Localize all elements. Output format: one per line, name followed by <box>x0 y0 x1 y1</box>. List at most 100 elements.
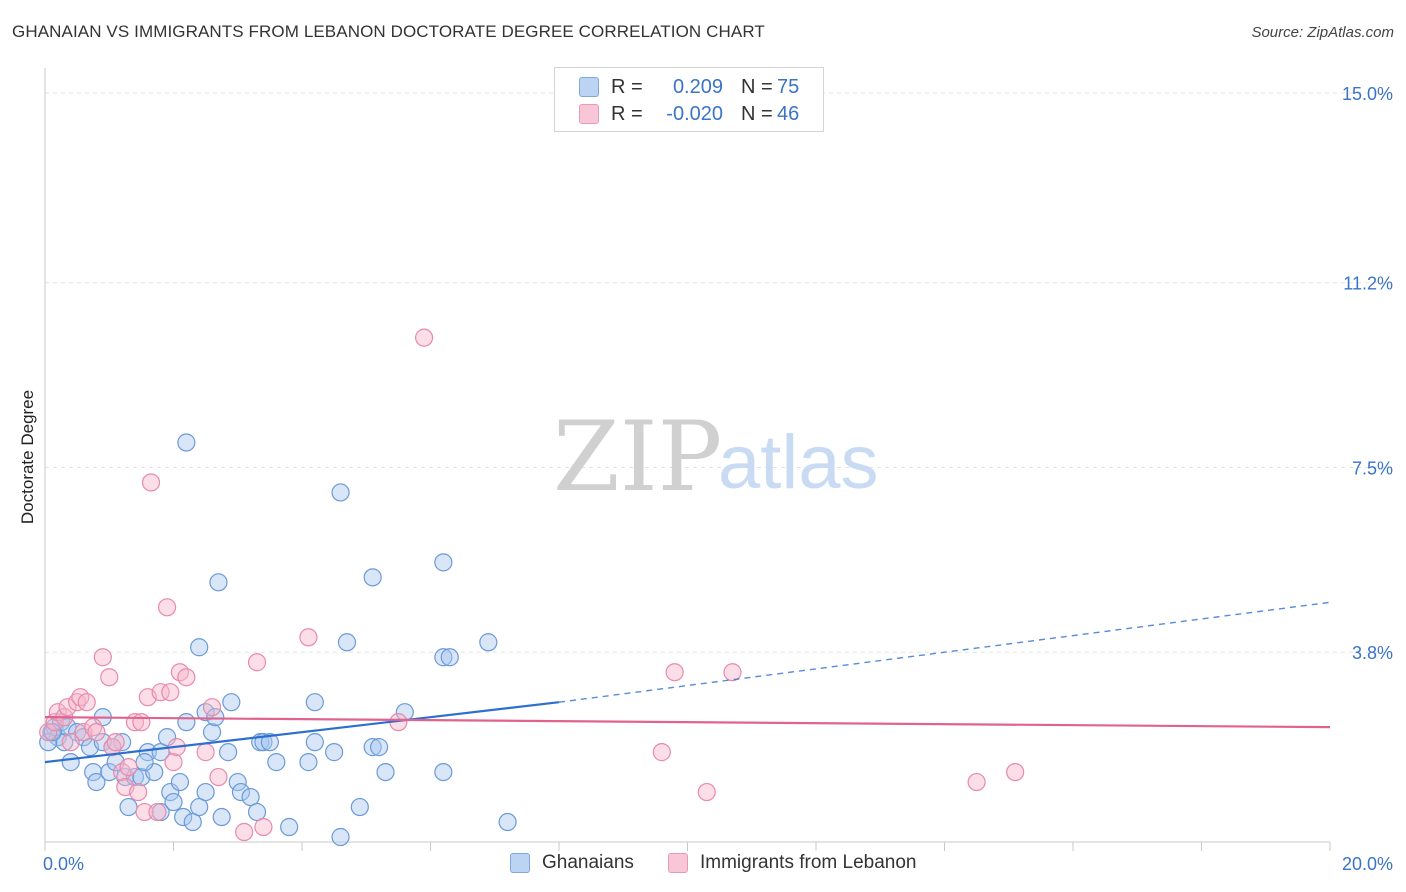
lebanon-point <box>414 328 434 347</box>
ghanaian-point <box>434 553 453 572</box>
x-tick-label-min: 0.0% <box>43 854 84 874</box>
ghanaian-point <box>434 648 453 667</box>
series-legend-ghanaians: Ghanaians <box>510 852 634 874</box>
y-tick-label: 15.0% <box>1342 84 1393 104</box>
ghanaian-point <box>479 633 498 652</box>
ghanaians-trend-line <box>44 701 560 764</box>
ghanaian-point <box>209 573 228 592</box>
lebanon-point <box>74 723 93 742</box>
lebanon-point <box>157 598 177 617</box>
lebanon-point <box>93 648 112 667</box>
lebanon-point <box>299 628 318 647</box>
series-label-ghanaians: Ghanaians <box>542 852 634 873</box>
lebanon-point <box>106 733 125 752</box>
ghanaian-point <box>135 753 154 772</box>
ghanaian-point <box>87 772 106 792</box>
legend-n-label: N = <box>741 102 773 125</box>
x-tick-labels: 0.0% 20.0% <box>43 854 1393 874</box>
ghanaian-point <box>84 762 103 782</box>
legend-n-label: N = <box>741 75 773 98</box>
lebanon-point <box>209 767 228 787</box>
ghanaian-point <box>145 762 164 782</box>
lebanon-point <box>697 782 716 802</box>
ghanaian-point <box>190 797 209 817</box>
ghanaian-point <box>267 753 286 772</box>
series-swatch-blue <box>510 853 530 873</box>
gridlines <box>45 92 1392 653</box>
ghanaian-point <box>331 483 350 502</box>
lebanon-point <box>247 653 267 672</box>
lebanon-point <box>39 723 58 742</box>
lebanon-point <box>177 668 196 687</box>
ghanaian-point <box>498 812 517 832</box>
lebanon-point <box>151 683 170 702</box>
ghanaian-point <box>157 728 177 747</box>
lebanon-point <box>141 473 161 492</box>
lebanon-point <box>164 753 183 772</box>
ghanaian-point <box>280 817 299 837</box>
lebanon-points <box>39 328 1025 842</box>
watermark-atlas: atlas <box>718 420 879 505</box>
ghanaian-point <box>55 733 74 752</box>
legend-swatch-pink <box>579 104 599 124</box>
ghanaian-point <box>219 743 238 762</box>
ghanaian-point <box>231 782 251 802</box>
trend-lines <box>44 601 1331 764</box>
series-legend-lebanon: Immigrants from Lebanon <box>668 852 917 874</box>
lebanon-point <box>967 772 986 792</box>
ghanaian-point <box>119 797 138 817</box>
watermark-zip: ZIP <box>553 401 722 513</box>
lebanon-point <box>196 743 215 762</box>
chart-title: GHANAIAN VS IMMIGRANTS FROM LEBANON DOCT… <box>12 22 765 41</box>
lebanon-point <box>119 757 138 777</box>
ghanaian-point <box>170 772 190 792</box>
ghanaian-point <box>241 787 260 807</box>
legend-r-value: -0.020 <box>666 102 723 125</box>
ghanaian-point <box>93 733 112 752</box>
ghanaian-point <box>212 807 231 827</box>
lebanon-point <box>254 817 273 837</box>
y-tick-label: 3.8% <box>1352 643 1393 663</box>
series-legend: Ghanaians Immigrants from Lebanon <box>0 852 1406 876</box>
lebanon-point <box>129 782 148 802</box>
ghanaian-point <box>39 733 58 752</box>
lebanon-point <box>68 693 87 712</box>
ghanaian-point <box>331 827 350 847</box>
ghanaian-point <box>299 753 318 772</box>
ghanaian-point <box>61 753 80 772</box>
ghanaian-point <box>376 762 395 782</box>
lebanon-point <box>161 683 180 702</box>
lebanon-point <box>87 723 106 742</box>
ghanaian-point <box>222 693 241 712</box>
ghanaian-point <box>337 633 357 652</box>
lebanon-point <box>235 822 254 842</box>
legend-row-lebanon: R = -0.020 N = 46 <box>579 102 799 126</box>
ghanaian-point <box>177 433 196 452</box>
ghanaian-point <box>112 733 132 752</box>
series-label-lebanon: Immigrants from Lebanon <box>700 852 917 873</box>
lebanon-point <box>84 718 103 737</box>
lebanon-point <box>665 663 684 682</box>
lebanon-point <box>202 698 222 717</box>
ghanaian-point <box>190 638 209 657</box>
lebanon-point <box>132 713 151 732</box>
ghanaian-point <box>206 708 225 727</box>
ghanaian-point <box>228 772 247 792</box>
correlation-legend: R = 0.209 N = 75 R = -0.020 N = 46 <box>554 67 824 132</box>
lebanon-point <box>61 733 80 752</box>
y-tick-label: 7.5% <box>1352 458 1393 478</box>
y-axis-label: Doctorate Degree <box>18 390 37 524</box>
ghanaian-point <box>440 648 459 667</box>
lebanon-point <box>103 738 122 757</box>
ghanaian-point <box>164 792 183 812</box>
ghanaian-point <box>161 782 180 802</box>
lebanon-point <box>100 668 119 687</box>
ghanaian-point <box>247 802 267 822</box>
legend-r-label: R = <box>611 75 643 98</box>
series-swatch-pink <box>668 853 688 873</box>
legend-r-value: 0.209 <box>672 75 723 98</box>
ghanaian-point <box>305 733 324 752</box>
ghanaian-point <box>202 723 222 742</box>
y-tick-labels: 3.8% 7.5% 11.2% 15.0% <box>1342 84 1393 663</box>
lebanon-point <box>1006 762 1025 782</box>
